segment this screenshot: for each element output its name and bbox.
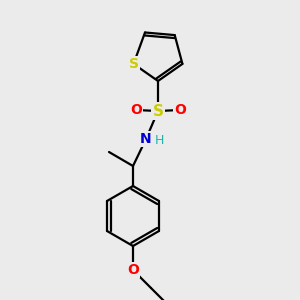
Text: N: N <box>140 132 152 146</box>
Text: S: S <box>129 57 139 71</box>
Text: H: H <box>154 134 164 148</box>
Text: O: O <box>174 103 186 117</box>
Text: O: O <box>127 263 139 277</box>
Text: S: S <box>152 103 164 118</box>
Text: O: O <box>130 103 142 117</box>
